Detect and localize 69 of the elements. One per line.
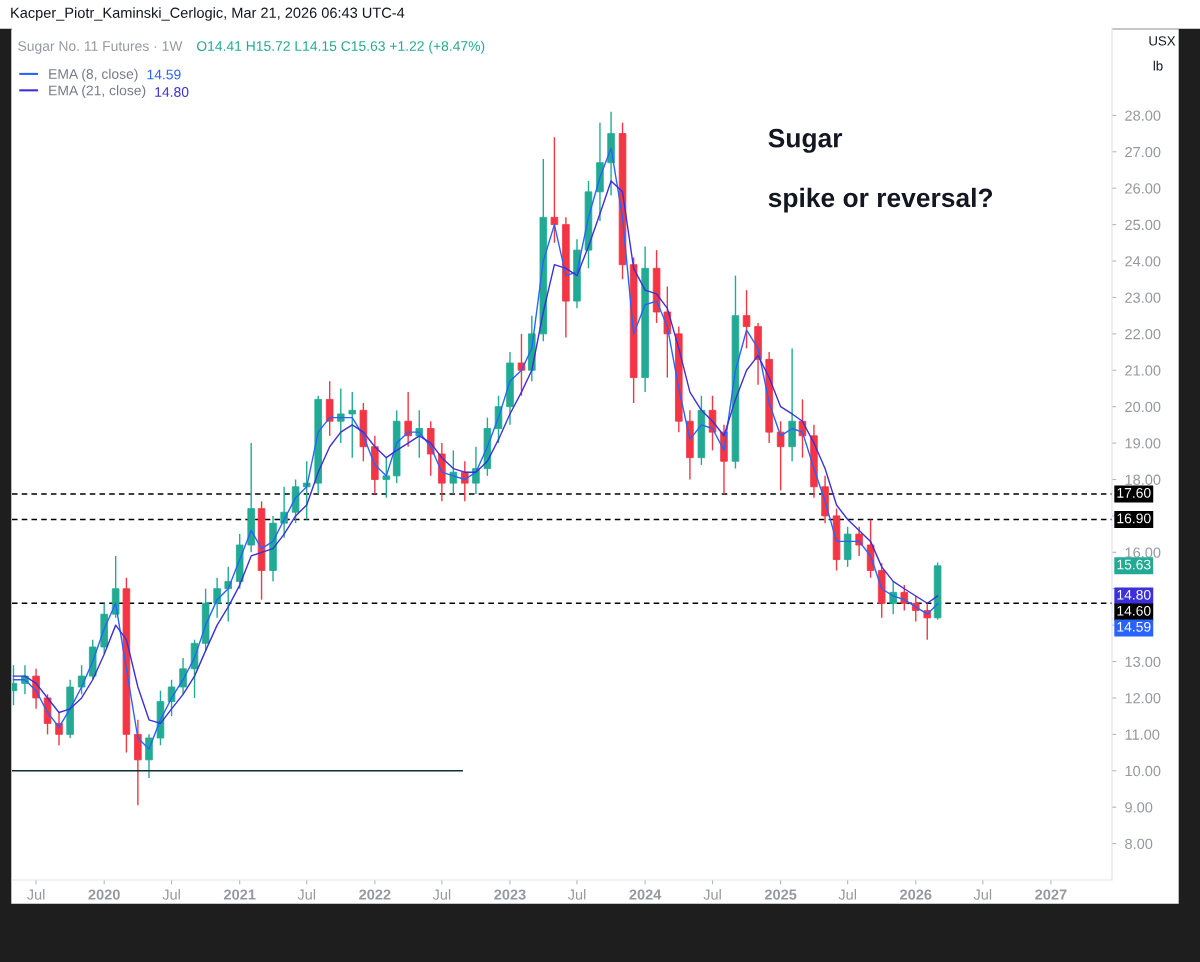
candlestick bbox=[517, 333, 526, 397]
x-tick-label: 2025 bbox=[764, 889, 797, 900]
x-tick-label: Jul bbox=[567, 889, 586, 900]
text: spike or reversal? bbox=[768, 187, 993, 213]
ref-line-label: 16.90 bbox=[1117, 513, 1151, 524]
candlestick bbox=[742, 289, 751, 350]
y-tick-label: 24.00 bbox=[1125, 256, 1161, 267]
x-tick-label: Jul bbox=[432, 889, 451, 900]
annotation: Sugar No. 11 Futures · 1W bbox=[18, 41, 183, 54]
x-tick-label: 2022 bbox=[359, 889, 391, 900]
x-tick-label: 2021 bbox=[223, 889, 256, 900]
y-tick-label: 20.00 bbox=[1125, 401, 1161, 413]
annotation: O14.41 H15.72 L14.15 C15.63 +1.22 (+8.47%) bbox=[196, 40, 485, 54]
text: 14.80 bbox=[1117, 589, 1151, 600]
legend-label: EMA (21, close) bbox=[49, 85, 146, 99]
candlestick bbox=[404, 391, 412, 448]
candlestick bbox=[325, 380, 334, 437]
candlestick bbox=[77, 664, 86, 696]
y-tick-label: 25.00 bbox=[1125, 219, 1161, 231]
annotation: 14.59 bbox=[147, 69, 181, 80]
x-tick-label: Jul bbox=[162, 889, 180, 900]
candlestick bbox=[900, 584, 909, 612]
y-tick-label: 16.00 bbox=[1125, 547, 1161, 558]
text: 14.59 bbox=[1117, 621, 1151, 632]
y-tick-label: 10.00 bbox=[1125, 765, 1161, 777]
y-tick-label: 19.00 bbox=[1125, 438, 1161, 449]
y-tick-label: 12.00 bbox=[1125, 693, 1161, 704]
candlestick bbox=[382, 456, 391, 499]
x-tick-label: 2026 bbox=[900, 889, 932, 900]
text: USX bbox=[1149, 36, 1176, 46]
x-tick-label: Jul bbox=[297, 889, 316, 900]
candlestick bbox=[337, 387, 345, 444]
candlestick bbox=[145, 733, 153, 779]
x-tick-label: Jul bbox=[26, 889, 45, 900]
x-tick-label: Jul bbox=[838, 889, 856, 900]
y-tick-label: 28.00 bbox=[1125, 110, 1161, 121]
y-tick-label: 18.00 bbox=[1125, 474, 1161, 485]
ref-line-label: 17.60 bbox=[1117, 487, 1151, 498]
y-tick-label: 21.00 bbox=[1125, 365, 1161, 376]
text: lb bbox=[1153, 60, 1163, 71]
ref-line-label: 14.60 bbox=[1117, 605, 1151, 616]
y-tick-label: 13.00 bbox=[1125, 656, 1161, 667]
y-tick-label: 27.00 bbox=[1125, 146, 1161, 158]
candlestick bbox=[550, 136, 559, 244]
candlestick bbox=[449, 449, 458, 495]
y-tick-label: 8.00 bbox=[1125, 838, 1153, 850]
candlestick bbox=[889, 580, 897, 615]
x-tick-label: 2020 bbox=[88, 889, 120, 900]
candlestick bbox=[213, 577, 221, 619]
candlestick bbox=[855, 526, 863, 557]
legend-label: EMA (8, close) bbox=[49, 68, 138, 82]
y-tick-label: 11.00 bbox=[1125, 729, 1160, 740]
annotation: 14.80 bbox=[155, 87, 189, 97]
x-tick-label: Jul bbox=[703, 889, 721, 900]
x-tick-label: Jul bbox=[973, 889, 992, 900]
x-tick-label: 2024 bbox=[629, 889, 662, 900]
y-tick-label: 22.00 bbox=[1125, 328, 1161, 340]
y-tick-label: 9.00 bbox=[1125, 802, 1153, 813]
x-tick-label: 2023 bbox=[494, 889, 526, 900]
y-tick-label: 26.00 bbox=[1125, 183, 1161, 194]
candlestick bbox=[280, 486, 288, 539]
candlestick bbox=[302, 460, 311, 521]
text: Kacper_Piotr_Kaminski_Cerlogic, Mar 21, 2026 06:43 UTC-4 bbox=[11, 7, 405, 21]
y-tick-label: 23.00 bbox=[1125, 292, 1161, 303]
text: 15.63 bbox=[1117, 559, 1151, 570]
text: Sugar bbox=[768, 128, 843, 153]
candlestick bbox=[776, 420, 785, 492]
x-tick-label: 2027 bbox=[1035, 889, 1067, 900]
candlestick bbox=[348, 391, 357, 459]
